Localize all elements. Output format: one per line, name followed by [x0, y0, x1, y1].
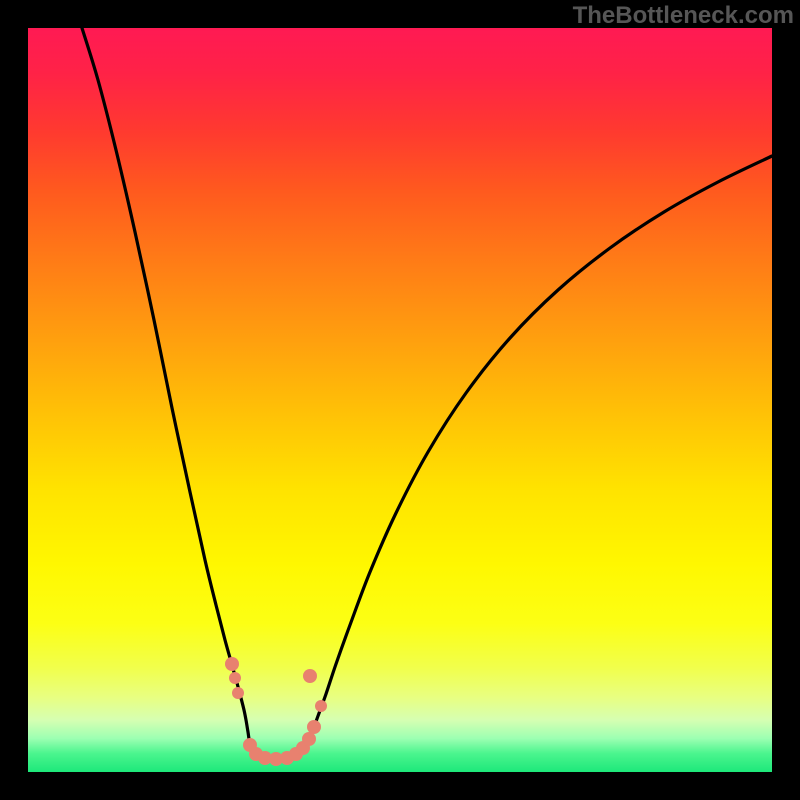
plot-background [28, 28, 772, 772]
watermark-text: TheBottleneck.com [573, 2, 794, 30]
chart-container: TheBottleneck.com [0, 0, 800, 800]
